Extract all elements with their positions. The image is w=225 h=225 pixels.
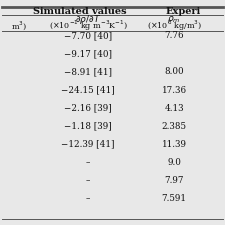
Text: 11.39: 11.39 (162, 140, 187, 149)
Text: 8.00: 8.00 (164, 68, 184, 76)
Text: Experi: Experi (165, 7, 201, 16)
Text: −2.16 [39]: −2.16 [39] (64, 104, 112, 112)
Text: ($\times$10$^3$ kg/m$^3$): ($\times$10$^3$ kg/m$^3$) (147, 19, 202, 33)
Text: –: – (86, 158, 90, 167)
Text: −7.70 [40]: −7.70 [40] (64, 31, 112, 40)
Text: $\partial\rho/\partial T$: $\partial\rho/\partial T$ (75, 14, 101, 26)
Text: ($\times$10$^{-1}$ kg m$^{-3}$K$^{-1}$): ($\times$10$^{-1}$ kg m$^{-3}$K$^{-1}$) (49, 19, 128, 33)
Text: 17.36: 17.36 (162, 86, 187, 94)
Text: 4.13: 4.13 (164, 104, 184, 112)
Text: −1.18 [39]: −1.18 [39] (64, 122, 112, 131)
Text: −24.15 [41]: −24.15 [41] (61, 86, 115, 94)
Text: Simulated values: Simulated values (33, 7, 126, 16)
Text: −9.17 [40]: −9.17 [40] (64, 49, 112, 58)
Text: −8.91 [41]: −8.91 [41] (64, 68, 112, 76)
Text: –: – (86, 176, 90, 185)
Text: 7.97: 7.97 (164, 176, 184, 185)
Text: –: – (86, 194, 90, 203)
Text: 9.0: 9.0 (167, 158, 181, 167)
Text: −12.39 [41]: −12.39 [41] (61, 140, 115, 149)
Text: 2.385: 2.385 (162, 122, 187, 131)
Text: 7.76: 7.76 (164, 31, 184, 40)
Text: 7.591: 7.591 (162, 194, 187, 203)
Text: $\rho_m$: $\rho_m$ (167, 14, 181, 25)
Text: m$^3$): m$^3$) (11, 20, 27, 32)
